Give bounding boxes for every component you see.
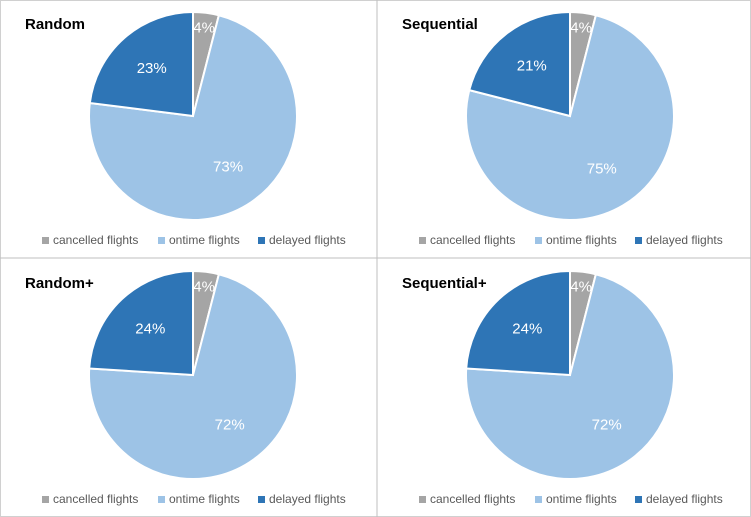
legend-swatch	[635, 496, 642, 503]
legend-label: cancelled flights	[430, 233, 515, 247]
legend-label: delayed flights	[646, 492, 723, 506]
legend-swatch	[258, 496, 265, 503]
pie-slice	[88, 14, 298, 221]
legend-swatch	[42, 237, 49, 244]
data-label: 23%	[137, 60, 167, 77]
data-label: 21%	[517, 58, 547, 75]
legend-label: delayed flights	[646, 233, 723, 247]
chart-title: Random+	[25, 275, 94, 292]
legend-swatch	[258, 237, 265, 244]
data-label: 73%	[213, 159, 243, 176]
data-label: 24%	[512, 320, 542, 337]
legend-label: ontime flights	[546, 492, 617, 506]
legend-label: ontime flights	[546, 233, 617, 247]
data-label: 24%	[135, 320, 165, 337]
data-label: 75%	[587, 161, 617, 178]
data-label: 72%	[215, 416, 245, 433]
legend-label: cancelled flights	[430, 492, 515, 506]
legend-label: ontime flights	[169, 233, 240, 247]
legend-swatch	[42, 496, 49, 503]
pie-slice	[88, 273, 298, 480]
legend-swatch	[158, 237, 165, 244]
chart-title: Random	[25, 16, 85, 33]
chart-title: Sequential+	[402, 275, 487, 292]
pie-slice	[465, 269, 571, 377]
pie-slice	[465, 273, 675, 480]
data-label: 4%	[570, 278, 592, 295]
data-label: 4%	[570, 19, 592, 36]
pie-slice	[88, 10, 194, 118]
legend-label: cancelled flights	[53, 492, 138, 506]
legend-label: delayed flights	[269, 492, 346, 506]
legend-label: cancelled flights	[53, 233, 138, 247]
pie-slice	[88, 269, 194, 377]
legend-swatch	[535, 496, 542, 503]
data-label: 4%	[193, 278, 215, 295]
legend-swatch	[535, 237, 542, 244]
pie-slice	[468, 10, 571, 118]
legend-swatch	[635, 237, 642, 244]
chart-title: Sequential	[402, 16, 478, 33]
legend-swatch	[419, 237, 426, 244]
legend-swatch	[419, 496, 426, 503]
legend-swatch	[158, 496, 165, 503]
legend-label: delayed flights	[269, 233, 346, 247]
legend-label: ontime flights	[169, 492, 240, 506]
data-label: 4%	[193, 19, 215, 36]
data-label: 72%	[592, 416, 622, 433]
pie-slice	[465, 14, 675, 221]
